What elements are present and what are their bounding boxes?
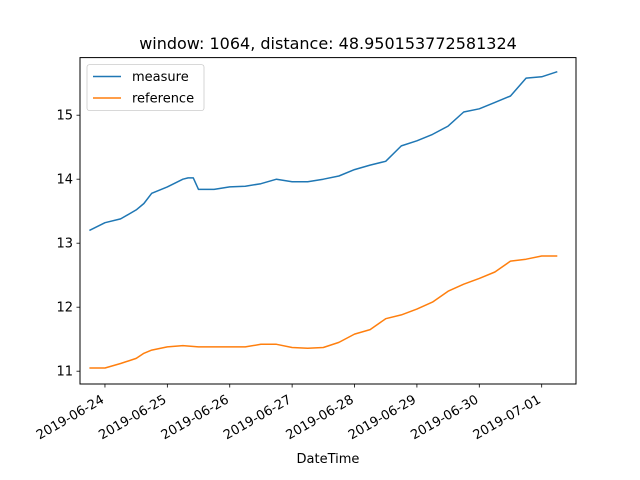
y-tick-label: 11 bbox=[56, 365, 73, 380]
plot-area bbox=[89, 70, 558, 369]
y-tick-label: 13 bbox=[56, 237, 73, 252]
x-axis-label: DateTime bbox=[297, 452, 360, 467]
y-tick-label: 12 bbox=[56, 301, 73, 316]
y-tick-label: 14 bbox=[56, 173, 73, 188]
chart-title: window: 1064, distance: 48.9501537725813… bbox=[139, 34, 517, 53]
y-tick-label: 15 bbox=[56, 109, 73, 124]
series-line-measure bbox=[89, 70, 558, 232]
legend-label-measure: measure bbox=[132, 70, 189, 85]
plot-frame bbox=[79, 57, 577, 385]
legend: measure reference bbox=[86, 64, 205, 111]
series-line-reference bbox=[89, 255, 558, 369]
legend-label-reference: reference bbox=[132, 92, 194, 107]
y-axis: 11 12 13 14 15 bbox=[56, 109, 80, 380]
